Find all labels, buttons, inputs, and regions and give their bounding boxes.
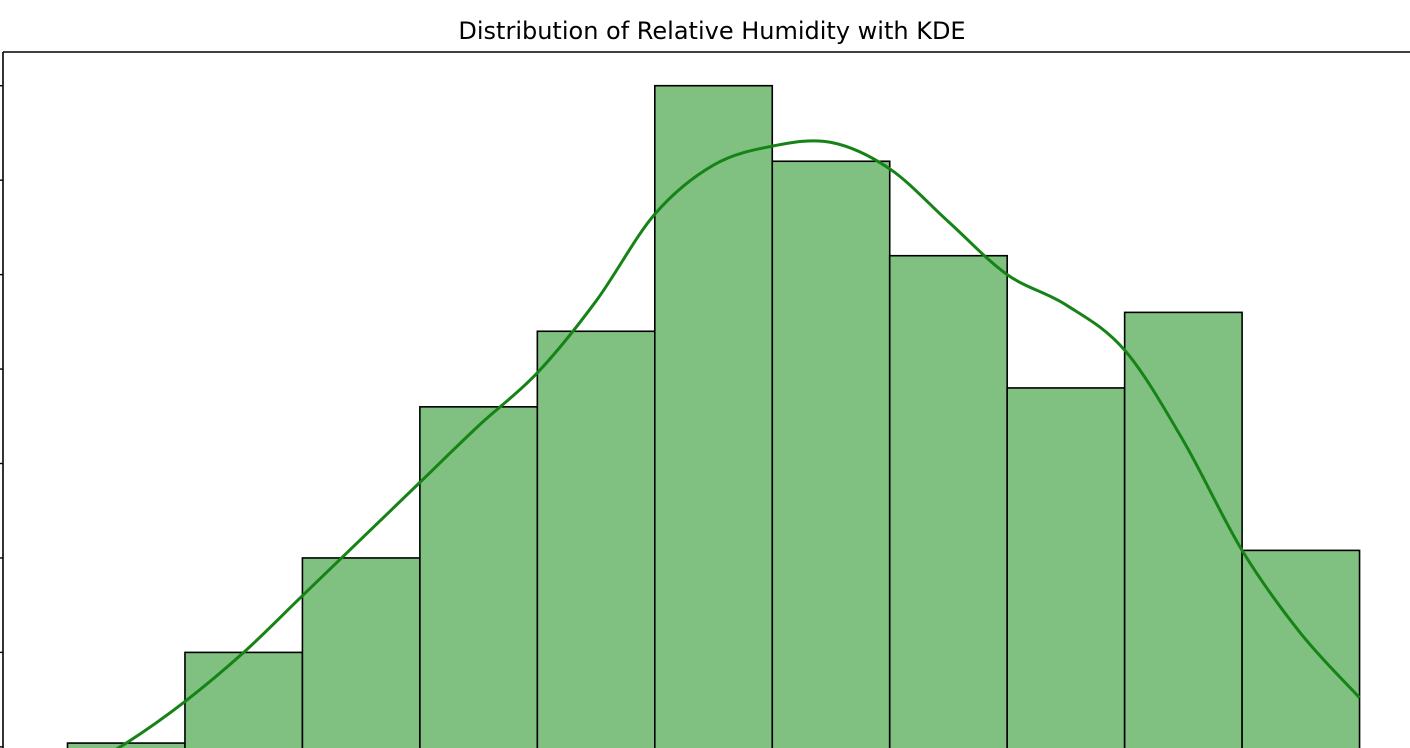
histogram-bar — [771, 160, 891, 748]
kde-group — [115, 139, 1361, 748]
histogram-bar — [1006, 387, 1126, 748]
kde-curve — [115, 139, 1361, 748]
chart-title: Distribution of Relative Humidity with K… — [458, 17, 965, 45]
histogram-bar — [653, 84, 774, 748]
histogram-bar — [536, 330, 656, 748]
histogram-bar — [301, 557, 421, 748]
histogram-bar — [184, 651, 304, 748]
histogram-bar — [1123, 311, 1243, 748]
axes-group — [0, 51, 1410, 748]
bars-group — [66, 84, 1361, 748]
histogram-bar — [419, 406, 539, 748]
histogram-bar — [888, 254, 1008, 748]
